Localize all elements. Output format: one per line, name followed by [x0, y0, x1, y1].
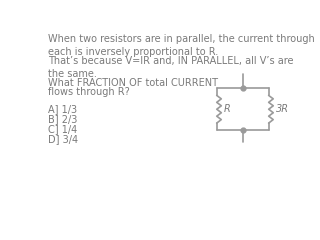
Text: D] 3/4: D] 3/4: [48, 134, 78, 144]
Text: When two resistors are in parallel, the current through
each is inversely propor: When two resistors are in parallel, the …: [48, 34, 315, 57]
Text: 3R: 3R: [276, 104, 289, 114]
Text: That’s because V=IR and, IN PARALLEL, all V’s are
the same.: That’s because V=IR and, IN PARALLEL, al…: [48, 56, 293, 79]
Text: B] 2/3: B] 2/3: [48, 114, 77, 124]
Text: What FRACTION OF total CURRENT: What FRACTION OF total CURRENT: [48, 78, 218, 88]
Text: R: R: [224, 104, 230, 114]
Text: C] 1/4: C] 1/4: [48, 124, 77, 134]
Text: A] 1/3: A] 1/3: [48, 104, 77, 114]
Text: flows through R?: flows through R?: [48, 87, 130, 96]
